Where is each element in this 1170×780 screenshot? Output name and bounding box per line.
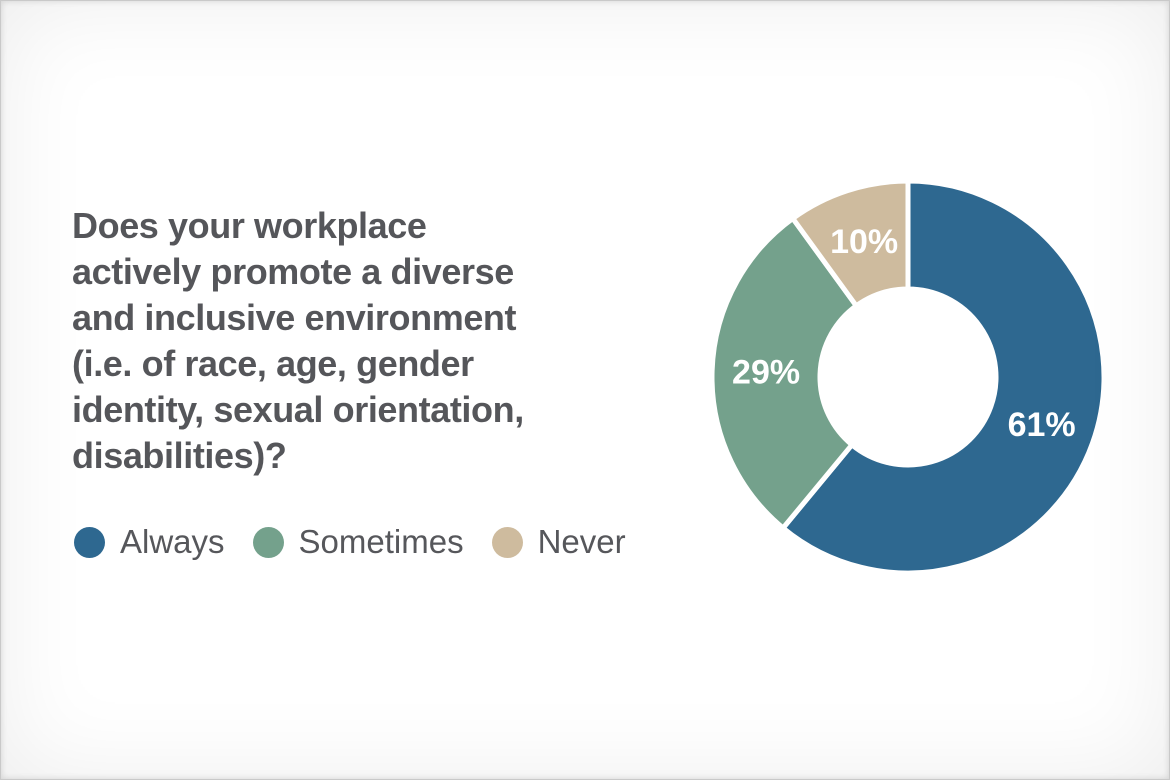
question-title: Does your workplace actively promote a d… <box>72 203 652 479</box>
legend-label-sometimes: Sometimes <box>298 523 464 560</box>
legend-swatch-never-icon <box>491 526 523 558</box>
donut-slice-always <box>780 178 1107 576</box>
donut-chart: 61% 29% 10% <box>709 178 1107 576</box>
legend-item-sometimes: Sometimes <box>252 523 464 561</box>
chart-legend: Always Sometimes Never <box>74 523 626 561</box>
legend-label-always: Always <box>120 523 225 560</box>
slice-label-always: 61% <box>1008 406 1076 444</box>
question-line-2: actively promote a diverse <box>72 251 514 292</box>
legend-item-always: Always <box>74 523 225 561</box>
legend-swatch-sometimes-icon <box>252 526 284 558</box>
legend-item-never: Never <box>491 523 626 561</box>
question-line-6: disabilities)? <box>72 435 287 476</box>
question-line-4: (i.e. of race, age, gender <box>72 343 474 384</box>
legend-label-never: Never <box>537 523 626 560</box>
question-line-5: identity, sexual orientation, <box>72 389 524 430</box>
donut-slice-never <box>790 178 911 309</box>
slice-label-never: 10% <box>830 223 898 261</box>
question-line-1: Does your workplace <box>72 205 427 246</box>
slice-label-sometimes: 29% <box>732 354 800 392</box>
donut-slice-sometimes <box>709 215 859 531</box>
question-line-3: and inclusive environment <box>72 297 517 338</box>
legend-swatch-always-icon <box>74 526 105 558</box>
